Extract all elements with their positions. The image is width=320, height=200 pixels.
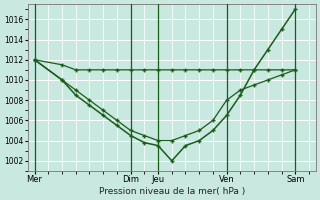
X-axis label: Pression niveau de la mer( hPa ): Pression niveau de la mer( hPa ) — [99, 187, 245, 196]
